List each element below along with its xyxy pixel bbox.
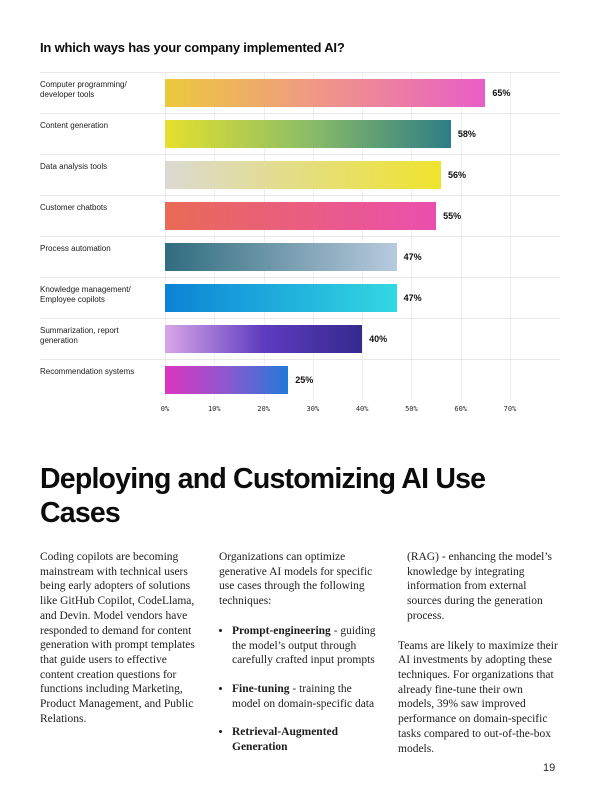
bar-value-label: 65% bbox=[492, 88, 511, 98]
bar-area: 56% bbox=[165, 155, 560, 195]
bullet-term: Retrieval-Augmented Generation bbox=[232, 726, 339, 754]
bar-value-label: 58% bbox=[457, 129, 476, 139]
bar-category-label: Summarization, report generation bbox=[40, 326, 119, 346]
bar-category-label: Process automation bbox=[40, 244, 111, 253]
bar-value-label: 47% bbox=[403, 293, 422, 303]
chart-row: Process automation 47% bbox=[40, 236, 560, 277]
list-item: Retrieval-Augmented Generation bbox=[232, 725, 381, 754]
article-column-3: (RAG) - enhancing the model’s knowledge … bbox=[398, 550, 560, 756]
bullet-text: - training the model on domain-specific … bbox=[232, 683, 375, 710]
chart-plot-area: Computer programming/ developer tools 65%… bbox=[40, 72, 560, 400]
bar-value-label: 40% bbox=[369, 334, 388, 344]
paragraph: (RAG) - enhancing the model’s knowledge … bbox=[407, 551, 552, 622]
bar-category-label: Customer chatbots bbox=[40, 203, 108, 212]
axis-tick-label: 20% bbox=[257, 405, 270, 413]
page-number: 19 bbox=[543, 762, 556, 774]
chart-row: Computer programming/ developer tools 65% bbox=[40, 72, 560, 113]
article-column-2: Organizations can optimize generative AI… bbox=[219, 550, 381, 756]
axis-tick-label: 40% bbox=[355, 405, 369, 413]
axis-tick-label: 10% bbox=[207, 405, 221, 413]
list-item: Fine-tuning - training the model on doma… bbox=[232, 682, 381, 711]
bar-category-label: Knowledge management/ Employee copilots bbox=[40, 285, 131, 305]
paragraph: Teams are likely to maximize their AI in… bbox=[398, 639, 558, 755]
bar-area: 47% bbox=[165, 237, 560, 277]
chart-row: Customer chatbots 55% bbox=[40, 195, 560, 236]
chart-row: Summarization, report generation 40% bbox=[40, 318, 560, 359]
paragraph: Coding copilots are becoming mainstream … bbox=[40, 551, 195, 725]
chart-title: In which ways has your company implement… bbox=[40, 40, 345, 55]
axis-tick-label: 60% bbox=[454, 405, 468, 413]
bar-category-label: Computer programming/ developer tools bbox=[40, 80, 127, 100]
chart-row: Knowledge management/ Employee copilots 4… bbox=[40, 277, 560, 318]
bar-value-label: 56% bbox=[448, 170, 467, 180]
list-item: Prompt-engineering - guiding the model’s… bbox=[232, 624, 381, 668]
bullet-text: - guiding the model’s output through car… bbox=[232, 624, 376, 667]
bar-area: 65% bbox=[165, 73, 560, 113]
bar bbox=[165, 120, 451, 148]
bar-area: 40% bbox=[165, 319, 560, 359]
bar-value-label: 55% bbox=[443, 211, 462, 221]
article-columns: Coding copilots are becoming mainstream … bbox=[40, 550, 560, 756]
implementation-chart: In which ways has your company implement… bbox=[40, 40, 560, 418]
article-column-1: Coding copilots are becoming mainstream … bbox=[40, 550, 202, 756]
chart-row: Data analysis tools 56% bbox=[40, 154, 560, 195]
chart-row: Recommendation systems 25% bbox=[40, 359, 560, 400]
bar-category-label: Data analysis tools bbox=[40, 162, 108, 171]
axis-tick-label: 50% bbox=[405, 405, 418, 413]
section-heading: Deploying and Customizing AI Use Cases bbox=[40, 463, 486, 529]
chart-rows: Computer programming/ developer tools 65%… bbox=[40, 72, 560, 400]
bar-value-label: 25% bbox=[295, 375, 314, 385]
bar-category-label: Content generation bbox=[40, 121, 109, 130]
bar bbox=[165, 243, 397, 271]
axis-tick-label: 30% bbox=[306, 405, 320, 413]
bar bbox=[165, 161, 441, 189]
bar bbox=[165, 284, 397, 312]
bar bbox=[165, 79, 486, 107]
bar bbox=[165, 325, 363, 353]
page-content: In which ways has your company implement… bbox=[0, 0, 600, 756]
bar-area: 55% bbox=[165, 196, 560, 236]
axis-tick-label: 70% bbox=[503, 405, 517, 413]
techniques-bullet-list: Prompt-engineering - guiding the model’s… bbox=[219, 624, 381, 755]
bar-area: 58% bbox=[165, 114, 560, 154]
bullet-term: Fine-tuning bbox=[232, 683, 290, 696]
paragraph: Organizations can optimize generative AI… bbox=[219, 551, 373, 608]
bar-value-label: 47% bbox=[403, 252, 422, 262]
bar-category-label: Recommendation systems bbox=[40, 367, 135, 376]
bar bbox=[165, 366, 289, 394]
chart-row: Content generation 58% bbox=[40, 113, 560, 154]
axis-tick-label: 0% bbox=[160, 405, 170, 413]
bar-area: 47% bbox=[165, 278, 560, 318]
bar bbox=[165, 202, 437, 230]
bullet-term: Prompt-engineering bbox=[232, 624, 331, 637]
chart-axis: 0% 10% 20% 30% 40% 50% 60% 70% bbox=[161, 400, 517, 418]
bar-area: 25% bbox=[165, 360, 560, 400]
